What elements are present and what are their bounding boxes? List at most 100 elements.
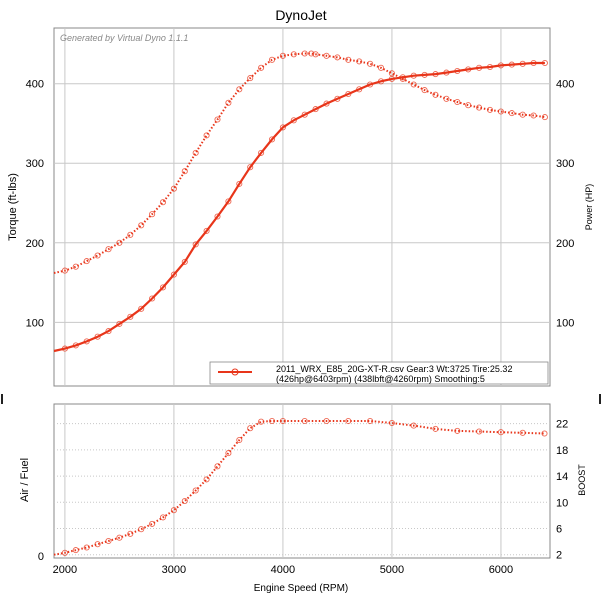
torque-series-point [486, 106, 494, 113]
power-series-point [312, 106, 319, 113]
power-series-point [519, 60, 526, 67]
power-series-point [127, 313, 134, 320]
power-series-point [159, 284, 167, 291]
torque-series-point [312, 51, 319, 58]
torque-series-point [367, 60, 374, 67]
torque-series-point [334, 54, 341, 61]
power-series-point [508, 61, 515, 68]
legend-box [209, 361, 549, 385]
boost-series-point [432, 425, 439, 432]
bottom-right-tick-label: 18 [556, 445, 568, 457]
power-series-point [334, 95, 341, 102]
torque-series-point [72, 263, 79, 270]
power-series-point [170, 271, 177, 278]
boost-series-point [258, 418, 265, 425]
power-series-point [268, 136, 276, 143]
chart-title: DynoJet [275, 7, 326, 23]
power-series-point [279, 124, 286, 131]
torque-series-point [454, 98, 461, 106]
boost-series-point [323, 417, 330, 425]
power-series-point [410, 72, 417, 79]
power-series-point [541, 59, 548, 67]
top-right-tick-label: 100 [556, 317, 574, 329]
top-series [53, 50, 548, 353]
power-series-point [432, 71, 439, 78]
watermark: Generated by Virtual Dyno 1.1.1 [60, 33, 188, 43]
boost-series-point [83, 544, 90, 551]
torque-series-point [345, 56, 352, 63]
boost-series-point [454, 427, 461, 434]
torque-series-line [53, 52, 546, 274]
boost-series-point [94, 541, 101, 548]
boost-series-point [116, 534, 123, 541]
torque-series-point [203, 132, 210, 139]
torque-series-point [541, 114, 548, 121]
power-series-point [138, 305, 145, 312]
power-series-point [214, 213, 221, 220]
power-series-point [258, 149, 265, 156]
boost-series-point [279, 417, 286, 425]
boost-series-point [519, 429, 526, 436]
torque-series-point [290, 51, 297, 58]
power-series-point [225, 198, 232, 205]
boost-series-point [138, 526, 145, 533]
torque-series-point [127, 231, 134, 238]
x-ticks: 2000 3000 4000 5000 6000 [53, 564, 514, 576]
bottom-right-tick-label: 2 [556, 550, 562, 562]
power-series-point [345, 90, 352, 98]
legend-line-1: 2011_WRX_E85_20G-XT-R.csv Gear:3 Wt:3725… [276, 364, 512, 374]
boost-series-point [61, 549, 68, 556]
power-series-point [486, 63, 494, 71]
power-series-point [116, 320, 123, 327]
boost-series-line [53, 420, 545, 556]
torque-series-point [497, 108, 504, 115]
torque-series-point [443, 95, 450, 102]
power-series-point [247, 164, 254, 171]
boost-series-point [476, 428, 483, 435]
torque-series-point [236, 86, 243, 93]
power-series-point [323, 100, 330, 107]
boost-series-point [170, 507, 177, 514]
top-plot-area [53, 27, 551, 387]
power-series-point [203, 227, 210, 234]
top-ticks: 100 100 200 200 300 300 400 400 [26, 79, 575, 330]
bottom-left-axis-label: Air / Fuel [19, 458, 31, 502]
boost-series-point [388, 419, 395, 427]
top-left-tick-label: 100 [26, 317, 44, 329]
top-right-axis-label: Power (HP) [584, 184, 594, 231]
boost-series-point [236, 436, 243, 444]
x-tick-label: 5000 [380, 564, 404, 576]
torque-series-point [432, 91, 439, 98]
power-series-point [367, 81, 374, 88]
bottom-right-tick-label: 6 [556, 524, 562, 536]
boost-series-point [181, 497, 188, 505]
x-tick-label: 4000 [271, 564, 295, 576]
power-series-point [421, 71, 428, 78]
boost-series-point [497, 429, 504, 436]
torque-series-point [258, 64, 265, 71]
torque-series-point [116, 239, 123, 246]
bottom-right-tick-label: 10 [556, 497, 568, 509]
power-series-point [443, 69, 450, 76]
boost-series-point [301, 417, 308, 425]
power-series-point [72, 342, 79, 349]
torque-series-point [399, 75, 406, 82]
torque-series-point [377, 64, 385, 71]
power-series-point [236, 180, 243, 187]
power-series-point [192, 241, 199, 248]
boost-series-point [214, 463, 221, 470]
torque-series-point [465, 102, 472, 109]
splitter-mark-right [599, 394, 601, 404]
torque-series-point [159, 199, 167, 206]
bottom-ticks: 2 6 10 14 18 22 0 [38, 419, 568, 563]
torque-series-point [388, 70, 395, 77]
torque-series-point [410, 81, 417, 88]
boost-series-point [247, 425, 254, 432]
torque-series-point [519, 111, 526, 118]
torque-series-point [279, 52, 286, 59]
torque-series-point [323, 52, 330, 59]
top-left-tick-label: 300 [26, 158, 44, 170]
power-series-point [465, 66, 472, 73]
legend-line-2: (426hp@6403rpm) (438lbft@4260rpm) Smooth… [276, 374, 485, 384]
